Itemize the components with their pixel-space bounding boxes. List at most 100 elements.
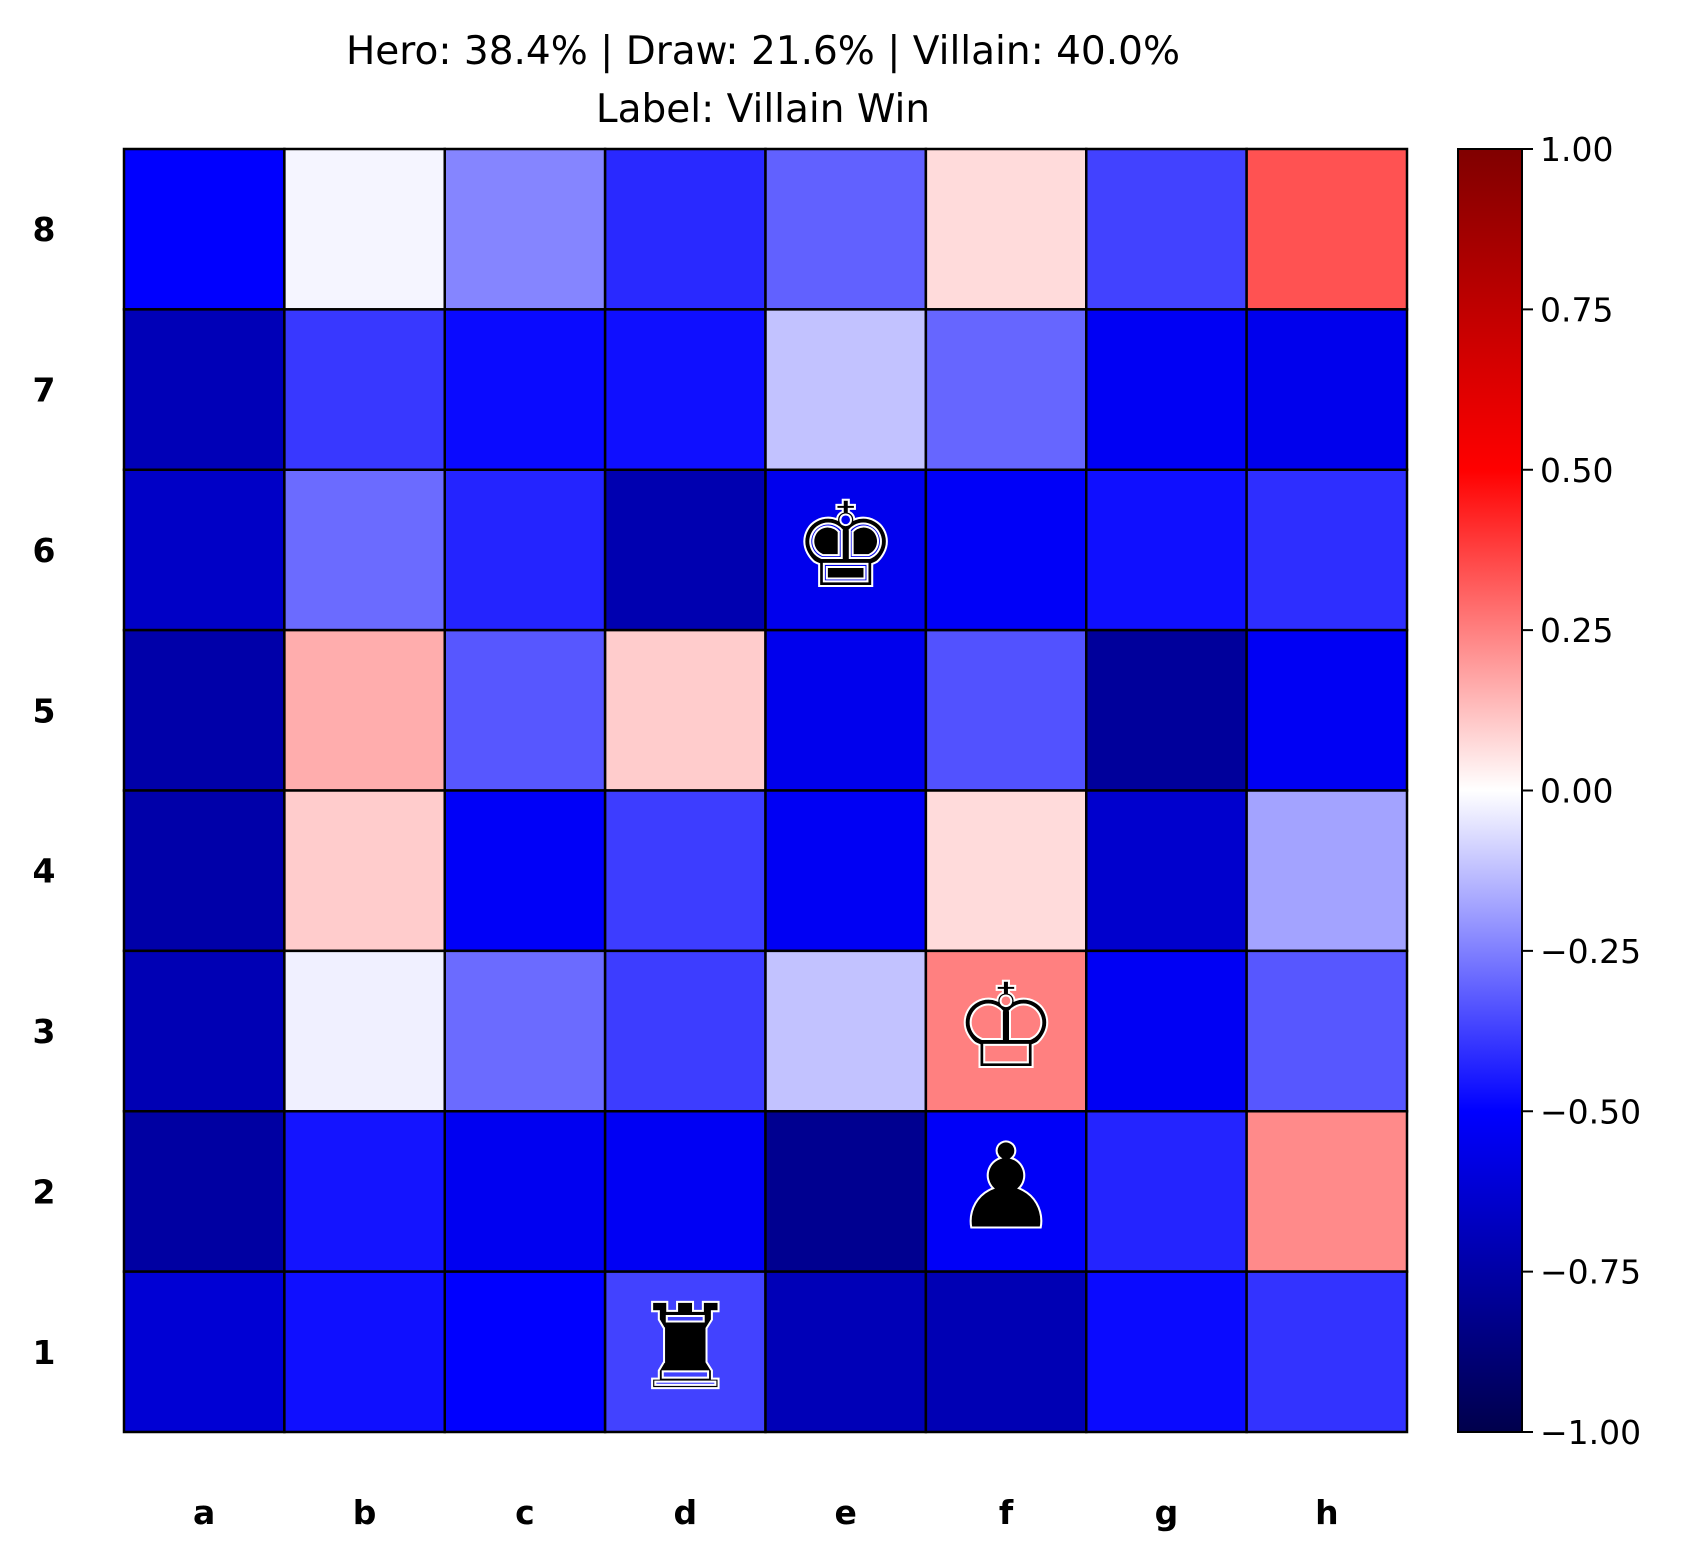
y-tick-label: 1 [33,1333,56,1372]
square-f5 [924,628,1088,792]
square-e2 [764,1110,928,1273]
square-g7 [1085,308,1248,471]
square-e1 [764,1270,928,1434]
chart-title-line-2: Label: Villain Win [596,87,930,132]
colorbar-tick-label: −0.75 [1540,1253,1641,1292]
square-d6 [603,468,767,632]
square-h7 [1245,308,1409,471]
square-c3 [443,949,607,1113]
x-tick-label: d [674,1493,698,1532]
square-b6 [283,468,446,632]
square-c1 [443,1270,607,1434]
square-a5 [122,628,286,792]
x-tick-label: e [834,1493,856,1532]
colorbar-tick-label: −0.50 [1540,1092,1641,1131]
x-tick-label: b [353,1493,377,1532]
square-a8 [122,147,286,311]
colorbar-tick-label: 0.25 [1540,611,1613,650]
square-f2 [924,1110,1088,1273]
square-e3 [764,949,928,1113]
square-g8 [1085,147,1248,311]
square-f1 [924,1270,1088,1434]
colorbar-tick-label: 0.75 [1540,290,1613,329]
square-h4 [1245,789,1409,953]
black-pawn-piece: ♟ [953,1117,1059,1255]
black-king-piece: ♚ [793,476,899,614]
square-c4 [443,789,607,953]
square-g4 [1085,789,1248,953]
square-g6 [1085,468,1248,632]
y-tick-label: 7 [33,371,56,410]
x-tick-label: h [1315,1493,1339,1532]
square-b2 [283,1110,446,1273]
square-d7 [603,308,767,471]
y-tick-label: 5 [33,691,56,730]
colorbar-tick-label: 0.00 [1540,772,1613,811]
x-tick-labels: a b c d e f g h [193,1493,1339,1532]
y-tick-label: 2 [33,1172,56,1211]
square-h1 [1245,1270,1409,1434]
square-a2 [122,1110,286,1273]
square-e4 [764,789,928,953]
square-f8 [924,147,1088,311]
square-a1 [122,1270,286,1434]
square-a3 [122,949,286,1113]
square-c7 [443,308,607,471]
colorbar-tick-label: 1.00 [1540,130,1613,169]
square-b4 [283,789,446,953]
square-f4 [924,789,1088,953]
colorbar-ticks: 1.00 0.75 0.50 0.25 0.00 −0.25 −0.50 −0.75 −1.00 [1522,130,1641,1452]
square-b1 [283,1270,446,1434]
square-a7 [122,308,286,471]
x-tick-label: c [515,1493,535,1532]
square-d4 [603,789,767,953]
square-b5 [283,628,446,792]
x-tick-label: f [999,1493,1014,1532]
y-tick-label: 4 [33,852,56,891]
square-c5 [443,628,607,792]
square-d2 [603,1110,767,1273]
square-c8 [443,147,607,311]
chess-pieces: ♚ ♔ ♟ ♜ [631,475,1060,1417]
square-e6 [764,468,928,632]
square-e5 [764,628,928,792]
y-tick-label: 6 [33,531,56,570]
square-d3 [603,949,767,1113]
square-g3 [1085,949,1248,1113]
square-h2 [1245,1110,1409,1273]
square-b7 [283,308,446,471]
square-d5 [603,628,767,792]
colorbar-tick-label: 0.50 [1540,451,1613,490]
colorbar [1457,148,1523,1433]
square-f7 [924,308,1088,471]
square-a6 [122,468,286,632]
square-g1 [1085,1270,1248,1434]
white-king-piece: ♔ [953,957,1059,1095]
colorbar-tick-label: −0.25 [1540,932,1641,971]
square-h6 [1245,468,1409,632]
x-tick-label: g [1155,1493,1179,1532]
square-h3 [1245,949,1409,1113]
colorbar-tick-label: −1.00 [1540,1413,1641,1452]
square-f6 [924,468,1088,632]
square-e8 [764,147,928,311]
square-g5 [1085,628,1248,792]
square-c2 [443,1110,607,1273]
y-tick-label: 3 [33,1012,56,1051]
square-h5 [1245,628,1409,792]
y-tick-labels: 8 7 6 5 4 3 2 1 [33,210,56,1372]
square-e7 [764,308,928,471]
square-h8 [1245,147,1409,311]
square-f3 [924,949,1088,1113]
square-b3 [283,949,446,1113]
square-a4 [122,789,286,953]
heatmap-board [122,147,1409,1434]
x-tick-label: a [193,1493,215,1532]
chart-title-line-1: Hero: 38.4% | Draw: 21.6% | Villain: 40.… [346,29,1180,74]
square-d1 [603,1270,767,1434]
y-tick-label: 8 [33,210,56,249]
square-d8 [603,147,767,311]
square-c6 [443,468,607,632]
black-rook-piece: ♜ [632,1278,738,1416]
